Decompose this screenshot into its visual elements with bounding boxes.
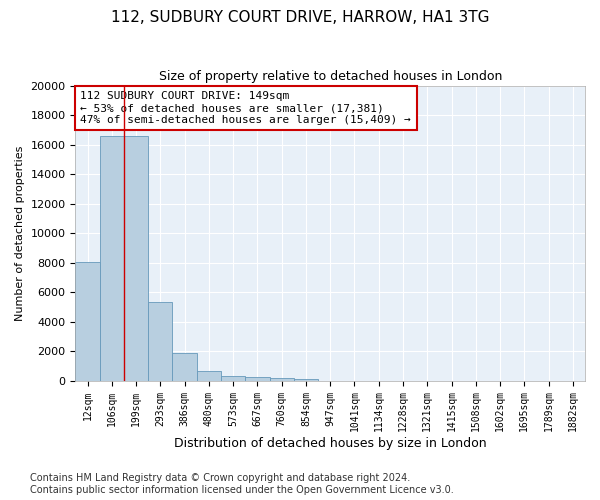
Bar (294, 378, 318, 380)
Bar (245, 378, 269, 380)
Bar (221, 376, 245, 380)
Bar (100, 136, 124, 380)
Bar (124, 136, 148, 380)
Bar (172, 354, 197, 380)
Title: Size of property relative to detached houses in London: Size of property relative to detached ho… (158, 70, 502, 83)
Bar (197, 371, 221, 380)
Text: 112, SUDBURY COURT DRIVE, HARROW, HA1 3TG: 112, SUDBURY COURT DRIVE, HARROW, HA1 3T… (111, 10, 489, 25)
X-axis label: Distribution of detached houses by size in London: Distribution of detached houses by size … (174, 437, 487, 450)
Bar (269, 378, 294, 380)
Text: 112 SUDBURY COURT DRIVE: 149sqm
← 53% of detached houses are smaller (17,381)
47: 112 SUDBURY COURT DRIVE: 149sqm ← 53% of… (80, 92, 411, 124)
Text: Contains HM Land Registry data © Crown copyright and database right 2024.
Contai: Contains HM Land Registry data © Crown c… (30, 474, 454, 495)
Y-axis label: Number of detached properties: Number of detached properties (15, 146, 25, 321)
Bar (76, 262, 100, 380)
Bar (148, 302, 172, 380)
